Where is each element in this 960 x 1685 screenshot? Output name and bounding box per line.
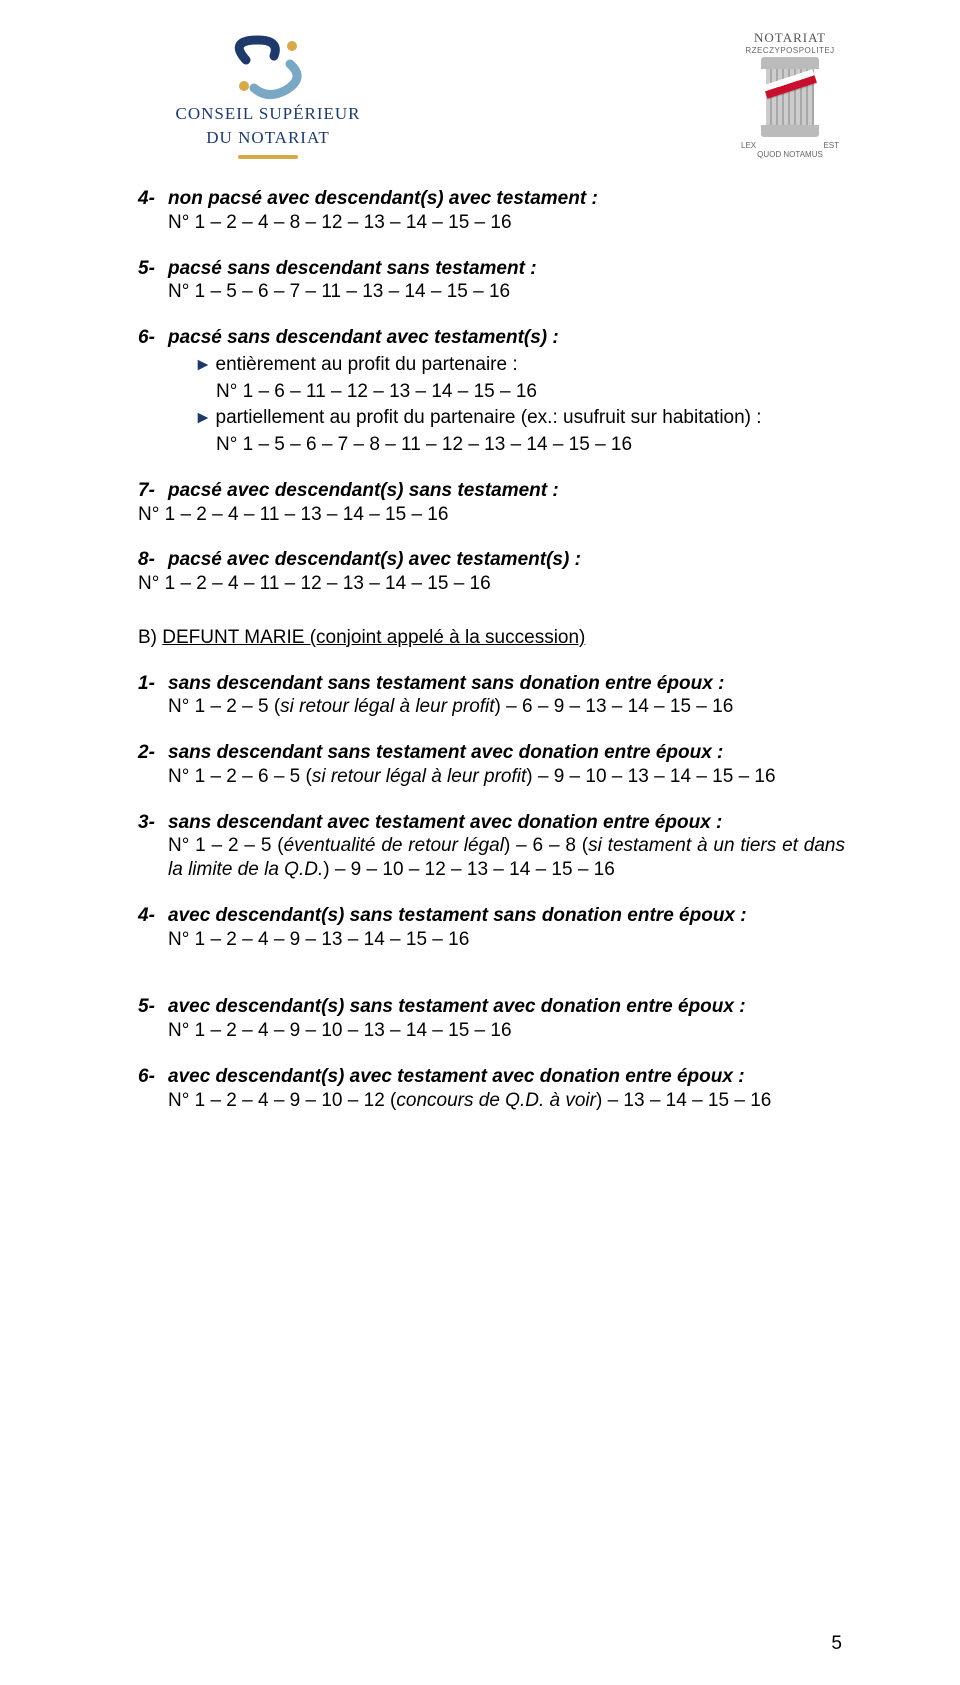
item-number: 6- xyxy=(138,1065,168,1089)
list-item: 6-avec descendant(s) avec testament avec… xyxy=(138,1065,845,1113)
list-item: 5-pacsé sans descendant sans testament :… xyxy=(138,257,845,305)
section-b-letter: B) xyxy=(138,627,157,648)
item-number: 2- xyxy=(138,741,168,765)
item-sequence: N° 1 – 2 – 5 (éventualité de retour léga… xyxy=(168,834,845,882)
item-title: pacsé avec descendant(s) sans testament … xyxy=(168,479,559,503)
list-item: 4-avec descendant(s) sans testament sans… xyxy=(138,904,845,952)
item-number: 3- xyxy=(138,811,168,835)
item-title: sans descendant avec testament avec dona… xyxy=(168,811,722,835)
item-heading: 3-sans descendant avec testament avec do… xyxy=(138,811,845,835)
item-heading: 8-pacsé avec descendant(s) avec testamen… xyxy=(138,548,845,572)
list-item: 7-pacsé avec descendant(s) sans testamen… xyxy=(138,479,845,527)
item-title: pacsé sans descendant avec testament(s) … xyxy=(168,326,559,350)
item-number: 4- xyxy=(138,904,168,928)
item-sequence: N° 1 – 2 – 4 – 11 – 12 – 13 – 14 – 15 – … xyxy=(138,572,845,596)
logo-accent-bar xyxy=(238,155,298,159)
item-number: 8- xyxy=(138,548,168,572)
item-number: 7- xyxy=(138,479,168,503)
logo-notariat-rp: NOTARIAT RZECZYPOSPOLITEJ LEX EST QUOD N… xyxy=(735,30,845,159)
document-body: 4-non pacsé avec descendant(s) avec test… xyxy=(138,187,845,1112)
sub-item: ▸ entièrement au profit du partenaire : xyxy=(198,353,845,377)
item-sequence: N° 1 – 2 – 6 – 5 (si retour légal à leur… xyxy=(168,765,845,789)
item-title: avec descendant(s) sans testament sans d… xyxy=(168,904,747,928)
item-heading: 4-avec descendant(s) sans testament sans… xyxy=(138,904,845,928)
sub-item-sequence: N° 1 – 5 – 6 – 7 – 8 – 11 – 12 – 13 – 14… xyxy=(216,433,845,457)
sub-item: ▸ partiellement au profit du partenaire (… xyxy=(198,406,845,430)
sub-item-label: partiellement au profit du partenaire (e… xyxy=(216,407,762,428)
item-sequence: N° 1 – 2 – 4 – 9 – 10 – 13 – 14 – 15 – 1… xyxy=(168,1019,845,1043)
item-heading: 5-pacsé sans descendant sans testament : xyxy=(138,257,845,281)
item-heading: 6-pacsé sans descendant avec testament(s… xyxy=(138,326,845,350)
parenthetical-note: si testament à un tiers et dans la limit… xyxy=(168,835,845,880)
list-item: 6-pacsé sans descendant avec testament(s… xyxy=(138,326,845,457)
sub-item-sequence: N° 1 – 6 – 11 – 12 – 13 – 14 – 15 – 16 xyxy=(216,380,845,404)
parenthetical-note: si retour légal à leur profit xyxy=(312,766,526,787)
logo-conseil-superieur: CONSEIL SUPÉRIEUR DU NOTARIAT xyxy=(138,30,398,159)
list-item: 1-sans descendant sans testament sans do… xyxy=(138,672,845,720)
sub-item-label: entièrement au profit du partenaire : xyxy=(216,354,518,375)
item-sequence: N° 1 – 2 – 4 – 9 – 10 – 12 (concours de … xyxy=(168,1089,845,1113)
page-number: 5 xyxy=(831,1633,842,1655)
item-heading: 2-sans descendant sans testament avec do… xyxy=(138,741,845,765)
list-item: 2-sans descendant sans testament avec do… xyxy=(138,741,845,789)
header: CONSEIL SUPÉRIEUR DU NOTARIAT NOTARIAT R… xyxy=(138,30,845,159)
item-sequence: N° 1 – 5 – 6 – 7 – 11 – 13 – 14 – 15 – 1… xyxy=(168,280,845,304)
item-title: pacsé avec descendant(s) avec testament(… xyxy=(168,548,581,572)
item-sequence: N° 1 – 2 – 5 (si retour légal à leur pro… xyxy=(168,695,845,719)
item-title: avec descendant(s) avec testament avec d… xyxy=(168,1065,745,1089)
item-heading: 4-non pacsé avec descendant(s) avec test… xyxy=(138,187,845,211)
item-title: non pacsé avec descendant(s) avec testam… xyxy=(168,187,598,211)
item-title: avec descendant(s) sans testament avec d… xyxy=(168,995,746,1019)
item-heading: 5-avec descendant(s) sans testament avec… xyxy=(138,995,845,1019)
item-number: 5- xyxy=(138,995,168,1019)
list-item: 5-avec descendant(s) sans testament avec… xyxy=(138,995,845,1043)
item-number: 5- xyxy=(138,257,168,281)
item-number: 6- xyxy=(138,326,168,350)
chevron-icon: ▸ xyxy=(198,354,208,375)
parenthetical-note: concours de Q.D. à voir xyxy=(396,1090,596,1111)
right-logo-lex-est: LEX EST xyxy=(735,141,845,150)
right-logo-title: NOTARIAT xyxy=(735,30,845,46)
parenthetical-note: si retour légal à leur profit xyxy=(280,696,494,717)
item-title: sans descendant sans testament avec dona… xyxy=(168,741,723,765)
logo-left-line1: CONSEIL SUPÉRIEUR xyxy=(138,104,398,124)
lex-text: LEX xyxy=(741,141,756,150)
item-sequence: N° 1 – 2 – 4 – 8 – 12 – 13 – 14 – 15 – 1… xyxy=(168,211,845,235)
item-number: 4- xyxy=(138,187,168,211)
right-logo-subtitle: RZECZYPOSPOLITEJ xyxy=(735,46,845,55)
section-b-heading: B) DEFUNT MARIE (conjoint appelé à la su… xyxy=(138,626,845,650)
parenthetical-note: éventualité de retour légal xyxy=(284,835,504,856)
list-item: 4-non pacsé avec descendant(s) avec test… xyxy=(138,187,845,235)
item-title: sans descendant sans testament sans dona… xyxy=(168,672,724,696)
list-item: 8-pacsé avec descendant(s) avec testamen… xyxy=(138,548,845,596)
item-sequence: N° 1 – 2 – 4 – 11 – 13 – 14 – 15 – 16 xyxy=(138,503,845,527)
notariat-swirl-icon xyxy=(138,30,398,100)
logo-left-line2: DU NOTARIAT xyxy=(138,128,398,148)
est-text: EST xyxy=(823,141,839,150)
item-title: pacsé sans descendant sans testament : xyxy=(168,257,537,281)
list-item: 3-sans descendant avec testament avec do… xyxy=(138,811,845,882)
section-b-title: DEFUNT MARIE (conjoint appelé à la succe… xyxy=(162,627,585,648)
item-heading: 6-avec descendant(s) avec testament avec… xyxy=(138,1065,845,1089)
item-heading: 7-pacsé avec descendant(s) sans testamen… xyxy=(138,479,845,503)
item-number: 1- xyxy=(138,672,168,696)
item-heading: 1-sans descendant sans testament sans do… xyxy=(138,672,845,696)
document-page: CONSEIL SUPÉRIEUR DU NOTARIAT NOTARIAT R… xyxy=(0,0,960,1685)
item-sequence: N° 1 – 2 – 4 – 9 – 13 – 14 – 15 – 16 xyxy=(168,928,845,952)
right-logo-quod: QUOD NOTAMUS xyxy=(735,150,845,159)
pillar-icon xyxy=(761,57,819,137)
chevron-icon: ▸ xyxy=(198,407,208,428)
